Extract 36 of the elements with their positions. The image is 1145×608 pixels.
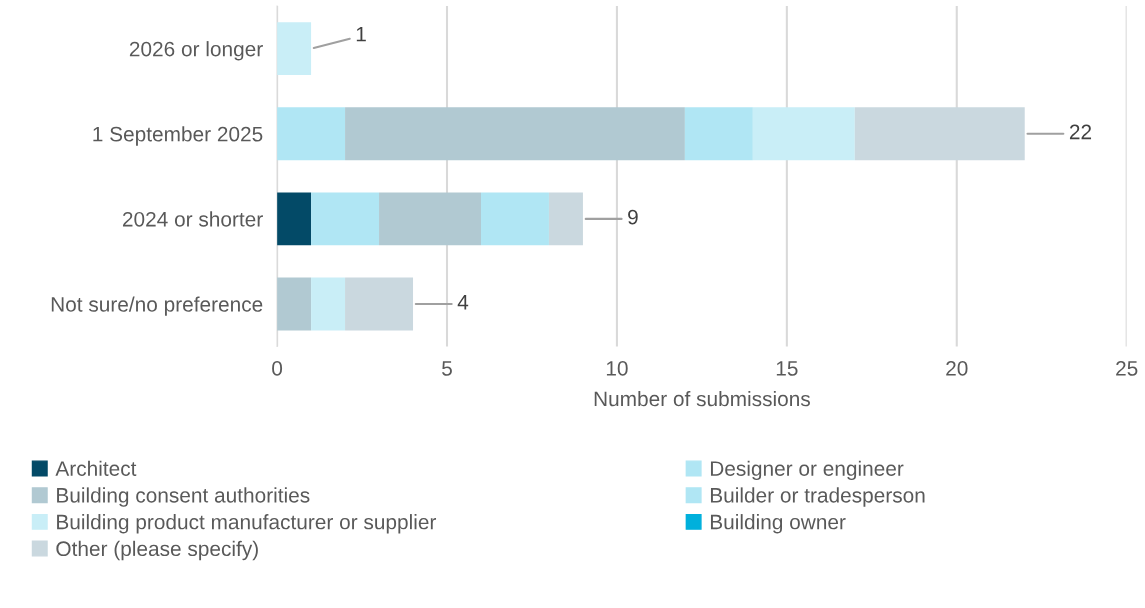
y-tick-label: 2026 or longer [129,41,263,61]
total-label: 9 [628,209,638,225]
bar [311,192,380,246]
y-tick-label: Not sure/no preference [51,296,263,316]
bar [684,107,753,161]
bar [277,277,312,331]
x-tick-label: 0 [272,361,283,376]
total-label: 22 [1069,124,1092,140]
bar [480,192,549,246]
bar [277,192,312,246]
bar [854,107,1025,161]
x-tick-label: 15 [776,361,798,376]
x-axis-title: Number of submissions [594,390,810,407]
bar [277,22,312,76]
y-tick-label: 2024 or shorter [122,211,263,227]
total-label: 1 [356,26,366,42]
x-tick-label: 10 [606,361,628,376]
bar [345,107,685,161]
legend-label: Building owner [710,514,846,534]
legend-label: Architect [55,460,137,476]
legend-label: Designer or engineer [710,460,904,481]
bar [345,277,414,331]
bar [311,277,346,331]
legend-label: Builder or tradesperson [710,487,925,507]
x-tick-label: 5 [442,361,452,376]
bar [752,107,855,161]
x-tick-label: 20 [946,361,968,376]
bar [548,192,583,246]
total-label: 4 [457,295,469,310]
bar [277,107,346,161]
x-tick-label: 25 [1116,361,1138,376]
legend-label: Other (please specify) [56,540,258,561]
legend-label: Building product manufacturer or supplier [57,514,437,534]
bar [379,192,481,246]
y-tick-label: 1 September 2025 [93,126,263,146]
legend-label: Building consent authorities [57,487,310,507]
